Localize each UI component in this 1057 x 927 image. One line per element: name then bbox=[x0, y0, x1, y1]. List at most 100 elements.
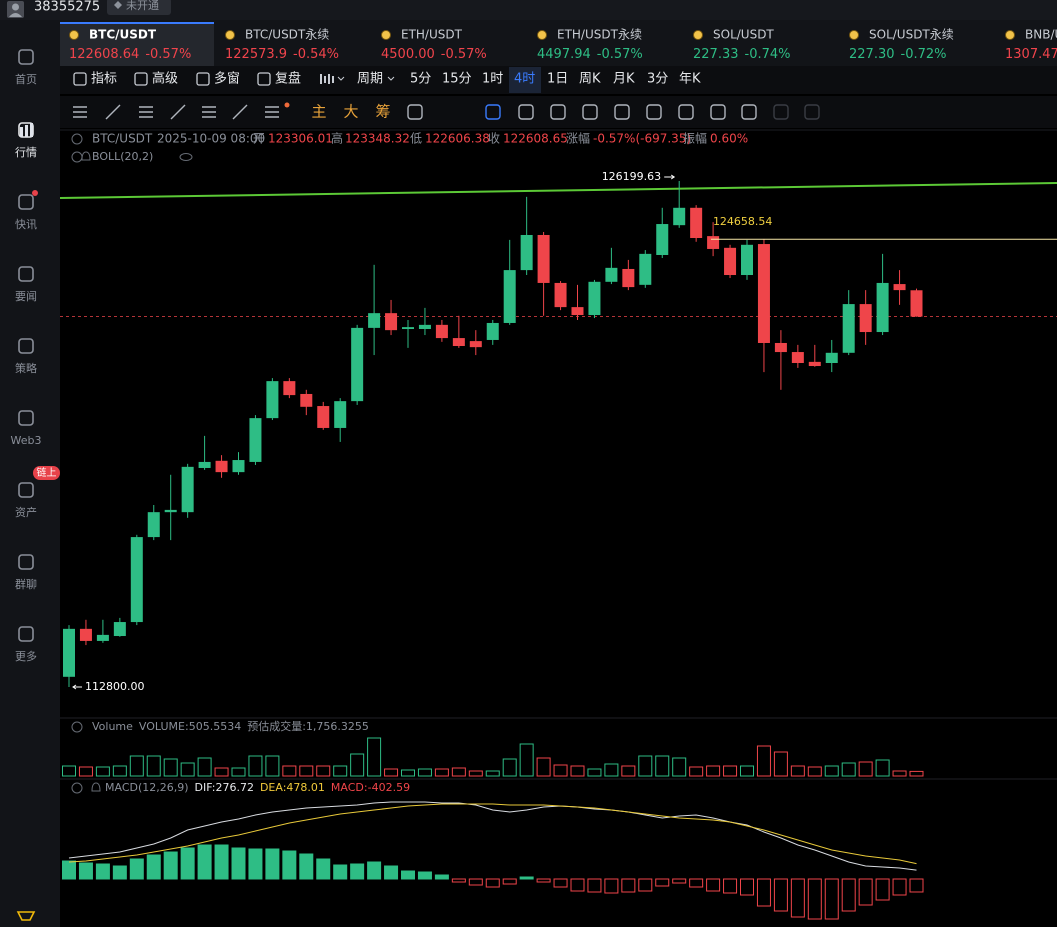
volume-bar bbox=[655, 755, 670, 777]
tool-label[interactable]: 大 bbox=[343, 103, 358, 121]
tool-dot bbox=[284, 102, 290, 108]
period-label[interactable]: 周期 bbox=[357, 72, 383, 87]
volume-bar bbox=[587, 768, 602, 777]
macd-bar bbox=[78, 862, 93, 880]
trend-line[interactable] bbox=[59, 182, 1057, 199]
tool-icon[interactable] bbox=[407, 104, 423, 120]
period[interactable]: 3分 bbox=[647, 72, 668, 87]
candle-body bbox=[808, 361, 821, 367]
macd-label: MACD: bbox=[331, 781, 368, 794]
macd-bar bbox=[62, 860, 76, 880]
toolbar-item[interactable]: 高级 bbox=[152, 71, 178, 87]
tool-icon[interactable] bbox=[741, 104, 757, 120]
sidebar-icon[interactable] bbox=[18, 194, 34, 210]
tool-icon[interactable] bbox=[550, 104, 566, 120]
ticker-symbol[interactable]: BTC/USDT bbox=[89, 28, 157, 42]
sidebar-icon[interactable] bbox=[18, 410, 34, 426]
period[interactable]: 5分 bbox=[410, 72, 431, 87]
period[interactable]: 4时 bbox=[514, 72, 535, 87]
candle-body bbox=[232, 460, 245, 473]
toolbar-item[interactable]: 指标 bbox=[91, 72, 117, 87]
toolbar-item[interactable]: 多窗 bbox=[214, 71, 240, 87]
ticker-symbol[interactable]: ETH/USDT bbox=[401, 28, 463, 42]
account-id: 38355275 bbox=[34, 0, 100, 15]
tool-icon[interactable] bbox=[582, 104, 598, 120]
sidebar-icon[interactable] bbox=[18, 338, 34, 354]
tool-icon[interactable] bbox=[773, 104, 789, 120]
tool-icon[interactable] bbox=[139, 106, 153, 118]
tool-icon[interactable] bbox=[170, 104, 186, 120]
tool-icon[interactable] bbox=[678, 104, 694, 120]
ticker-symbol[interactable]: BNB/USDT bbox=[1025, 28, 1057, 42]
tool-label[interactable]: 主 bbox=[311, 103, 326, 121]
candle-body bbox=[774, 342, 787, 353]
tool-icon[interactable] bbox=[73, 106, 87, 118]
sidebar-label[interactable]: 要闻 bbox=[15, 289, 37, 303]
bell-icon[interactable] bbox=[81, 151, 91, 161]
tool-icon[interactable] bbox=[202, 106, 216, 118]
candle-body bbox=[910, 290, 923, 317]
toolbar-icon[interactable] bbox=[196, 72, 210, 86]
volume-bar bbox=[807, 766, 822, 777]
sidebar-label[interactable]: 群聊 bbox=[15, 577, 37, 591]
period[interactable]: 月K bbox=[613, 72, 635, 87]
badge-bg[interactable] bbox=[107, 0, 171, 15]
macd-bar bbox=[112, 865, 127, 880]
tool-icon[interactable] bbox=[265, 106, 279, 118]
period[interactable]: 年K bbox=[679, 72, 701, 87]
ticker-tab-active[interactable] bbox=[60, 22, 214, 66]
ticker-symbol[interactable]: SOL/USDT永续 bbox=[869, 28, 954, 42]
tool-icon[interactable] bbox=[646, 104, 662, 120]
volume-bar bbox=[333, 765, 348, 777]
sidebar-icon[interactable] bbox=[18, 554, 34, 570]
candle-body bbox=[520, 234, 533, 271]
sidebar-label[interactable]: 快讯 bbox=[15, 218, 37, 231]
ticker-symbol[interactable]: BTC/USDT永续 bbox=[245, 28, 329, 42]
eye-icon[interactable] bbox=[179, 153, 193, 161]
candle-body bbox=[554, 282, 567, 308]
macd-bar bbox=[740, 878, 754, 896]
macd-bar bbox=[706, 878, 721, 892]
sidebar-icon[interactable] bbox=[18, 49, 34, 65]
sidebar-icon[interactable] bbox=[18, 482, 34, 498]
bottom-icon[interactable] bbox=[16, 911, 36, 921]
volume-toggle[interactable] bbox=[71, 721, 83, 733]
toolbar-item[interactable]: 复盘 bbox=[275, 71, 301, 87]
tool-icon[interactable] bbox=[710, 104, 726, 120]
tool-icon[interactable] bbox=[232, 104, 248, 120]
tool-icon[interactable] bbox=[485, 104, 501, 120]
tool-icon[interactable] bbox=[518, 104, 534, 120]
tool-icon[interactable] bbox=[105, 104, 121, 120]
candle-body bbox=[266, 381, 279, 419]
tool-label[interactable]: 筹 bbox=[375, 103, 390, 121]
sidebar-label[interactable]: Web3 bbox=[11, 434, 42, 447]
coin-icon bbox=[381, 30, 391, 40]
info-change-label: 涨幅 bbox=[566, 131, 590, 146]
macd-bar bbox=[621, 878, 636, 893]
ticker-bar bbox=[60, 20, 1057, 66]
period[interactable]: 1时 bbox=[482, 72, 503, 87]
info-time: 2025-10-09 08:00 bbox=[157, 132, 265, 146]
toolbar-icon[interactable] bbox=[134, 72, 148, 86]
period[interactable]: 周K bbox=[579, 72, 601, 87]
candle-body bbox=[469, 341, 482, 348]
tool-icon[interactable] bbox=[804, 104, 820, 120]
period[interactable]: 15分 bbox=[442, 72, 472, 87]
sidebar-icon[interactable] bbox=[18, 626, 34, 642]
ticker-symbol[interactable]: ETH/USDT永续 bbox=[557, 28, 642, 42]
toolbar-icon[interactable] bbox=[73, 72, 87, 86]
bell-icon[interactable] bbox=[91, 782, 101, 792]
macd-toggle[interactable] bbox=[71, 782, 83, 794]
toolbar-icon[interactable] bbox=[257, 72, 271, 86]
tool-icon[interactable] bbox=[614, 104, 630, 120]
info-icon[interactable] bbox=[71, 133, 83, 145]
sidebar-label[interactable]: 行情 bbox=[15, 146, 37, 159]
sidebar-label[interactable]: 策略 bbox=[15, 361, 37, 375]
sidebar-label[interactable]: 资产 bbox=[15, 505, 37, 519]
sidebar-label[interactable]: 更多 bbox=[15, 649, 37, 663]
sidebar-icon[interactable] bbox=[18, 266, 34, 282]
sidebar-label[interactable]: 首页 bbox=[15, 72, 37, 86]
ticker-symbol[interactable]: SOL/USDT bbox=[713, 28, 774, 42]
dif-label: DIF: bbox=[195, 781, 216, 794]
period[interactable]: 1日 bbox=[547, 72, 568, 87]
